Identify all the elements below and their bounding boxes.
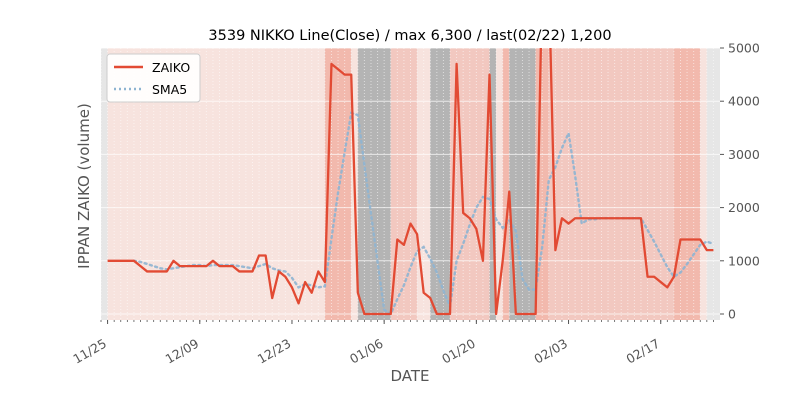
legend: ZAIKO SMA5 [106, 53, 201, 103]
x-tick-label: 01/20 [439, 336, 478, 367]
x-tick-label: 01/06 [347, 336, 386, 367]
legend-label-zaiko: ZAIKO [152, 60, 190, 75]
y-tick-label: 4000 [728, 94, 760, 109]
y-tick-label: 2000 [728, 200, 760, 215]
background-band-11 [502, 48, 510, 320]
series-line-zaiko [107, 48, 714, 316]
y-axis-label: IPPAN ZAIKO (volume) [75, 103, 93, 269]
background-band-0 [101, 48, 108, 320]
background-band-7 [430, 48, 451, 320]
x-tick-label: 12/09 [163, 336, 202, 367]
x-tick-label: 11/25 [70, 336, 109, 367]
background-band-4 [357, 48, 391, 320]
y-tick-label: 5000 [728, 41, 760, 56]
plot-area [100, 47, 720, 320]
y-tick-label: 1000 [728, 253, 760, 268]
x-axis-label: DATE [390, 367, 429, 385]
x-tick-label: 02/17 [624, 336, 663, 367]
background-band-14 [548, 48, 674, 320]
x-tick-label: 02/03 [531, 336, 570, 367]
legend-label-sma5: SMA5 [152, 82, 187, 97]
y-tick-label: 0 [728, 307, 736, 322]
x-tick-label: 12/23 [255, 336, 294, 367]
background-band-10 [496, 48, 503, 320]
background-band-16 [700, 48, 707, 320]
y-tick-label: 3000 [728, 147, 760, 162]
chart-title: 3539 NIKKO Line(Close) / max 6,300 / las… [208, 28, 611, 44]
series-group [107, 48, 715, 316]
